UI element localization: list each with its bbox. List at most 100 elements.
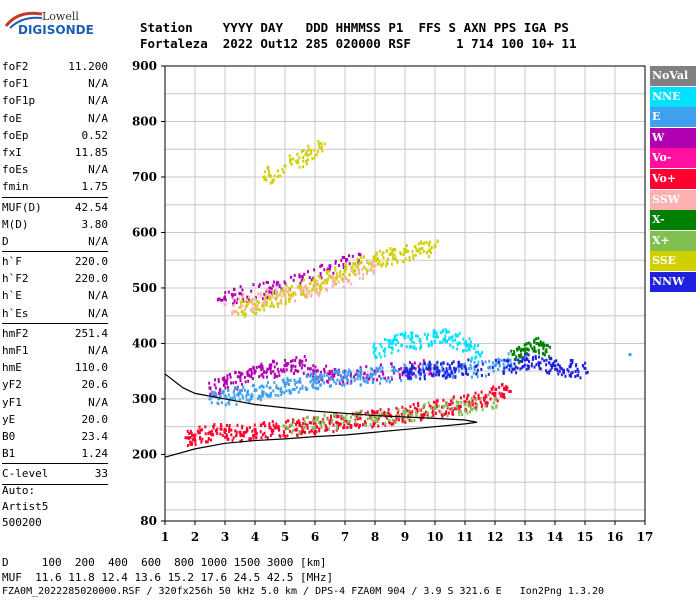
echo-dot xyxy=(298,359,301,363)
echo-dot xyxy=(295,356,298,360)
echo-dot xyxy=(462,372,465,376)
echo-dot xyxy=(244,308,247,312)
echo-dot xyxy=(323,421,326,425)
echo-dot xyxy=(435,403,438,407)
echo-dot xyxy=(378,259,381,263)
echo-dot xyxy=(538,351,541,355)
echo-dot xyxy=(432,406,435,410)
echo-dot xyxy=(191,438,194,442)
echo-dot xyxy=(314,153,317,157)
echo-dot xyxy=(446,404,449,408)
echo-dot xyxy=(265,299,268,303)
echo-dot xyxy=(365,365,368,369)
echo-dot xyxy=(373,269,376,273)
echo-dot xyxy=(555,359,558,363)
echo-dot xyxy=(194,437,197,441)
echo-dot xyxy=(354,419,357,423)
param-row: D N/A xyxy=(2,233,108,250)
legend-entry: W xyxy=(650,127,696,148)
echo-dot xyxy=(233,394,236,398)
echo-dot xyxy=(265,303,268,307)
echo-point xyxy=(268,366,272,370)
echo-dot xyxy=(303,364,306,368)
echo-dot xyxy=(211,429,214,433)
echo-dot xyxy=(317,274,320,278)
echo-dot xyxy=(445,330,448,334)
echo-dot xyxy=(270,293,273,297)
echo-dot xyxy=(384,422,387,426)
echo-dot xyxy=(498,385,501,389)
echo-dot xyxy=(258,365,261,369)
echo-dot xyxy=(473,347,476,351)
param-key: fxI xyxy=(2,145,22,159)
echo-dot xyxy=(402,260,405,264)
echo-dot xyxy=(468,404,471,408)
echo-dot xyxy=(317,142,320,146)
x-tick-label: 3 xyxy=(221,530,229,544)
echo-dot xyxy=(387,420,390,424)
echo-dot xyxy=(400,378,403,382)
echo-dot xyxy=(432,400,435,404)
echo-dot xyxy=(236,297,239,301)
param-value: 11.200 xyxy=(68,60,108,73)
echo-dot xyxy=(285,284,288,288)
echo-dot xyxy=(407,334,410,338)
echo-dot xyxy=(283,289,286,293)
echo-dot xyxy=(446,369,449,373)
echo-dot xyxy=(444,328,447,332)
echo-dot xyxy=(466,400,469,404)
echo-dot xyxy=(417,242,420,246)
echo-dot xyxy=(392,247,395,251)
echo-dot xyxy=(342,272,345,276)
echo-dot xyxy=(283,431,286,435)
echo-dot xyxy=(428,249,431,253)
echo-dot xyxy=(221,298,224,302)
echo-dot xyxy=(537,361,540,365)
param-value: N/A xyxy=(88,94,108,108)
echo-dot xyxy=(396,411,399,415)
echo-dot xyxy=(501,395,504,399)
echo-dot xyxy=(327,427,330,431)
echo-dot xyxy=(282,430,285,434)
echo-dot xyxy=(410,331,413,335)
echo-dot xyxy=(455,407,458,411)
echo-dot xyxy=(258,375,261,379)
echo-dot xyxy=(394,248,397,252)
echo-dot xyxy=(380,377,383,381)
echo-dot xyxy=(481,362,484,366)
echo-dot xyxy=(359,383,362,387)
echo-dot xyxy=(305,293,308,297)
echo-dot xyxy=(288,286,291,290)
echo-dot xyxy=(427,363,430,367)
echo-dot xyxy=(208,437,211,441)
echo-dot xyxy=(302,286,305,290)
echo-dot xyxy=(269,393,272,397)
echo-dot xyxy=(377,257,380,261)
echo-dot xyxy=(262,390,265,394)
echo-dot xyxy=(260,436,263,440)
echo-dot xyxy=(508,390,511,394)
echo-dot xyxy=(408,418,411,422)
echo-dot xyxy=(285,363,288,367)
echo-dot xyxy=(413,406,416,410)
echo-dot xyxy=(337,421,340,425)
param-key: foF2 xyxy=(2,60,29,73)
echo-dot xyxy=(442,398,445,402)
echo-point xyxy=(373,369,377,373)
echo-dot xyxy=(458,410,461,414)
legend-entry: E xyxy=(650,107,696,128)
echo-dot xyxy=(305,289,308,293)
echo-dot xyxy=(514,358,517,362)
param-key: foEs xyxy=(2,163,29,177)
echo-dot xyxy=(324,428,327,432)
echo-point xyxy=(433,368,437,372)
echo-dot xyxy=(298,273,301,277)
y-tick-label: 600 xyxy=(132,225,157,239)
echo-dot xyxy=(532,349,535,353)
echo-dot xyxy=(444,376,447,380)
echo-dot xyxy=(500,383,503,387)
echo-dot xyxy=(465,367,468,371)
echo-dot xyxy=(383,354,386,358)
echo-dot xyxy=(294,382,297,386)
echo-dot xyxy=(300,150,303,154)
